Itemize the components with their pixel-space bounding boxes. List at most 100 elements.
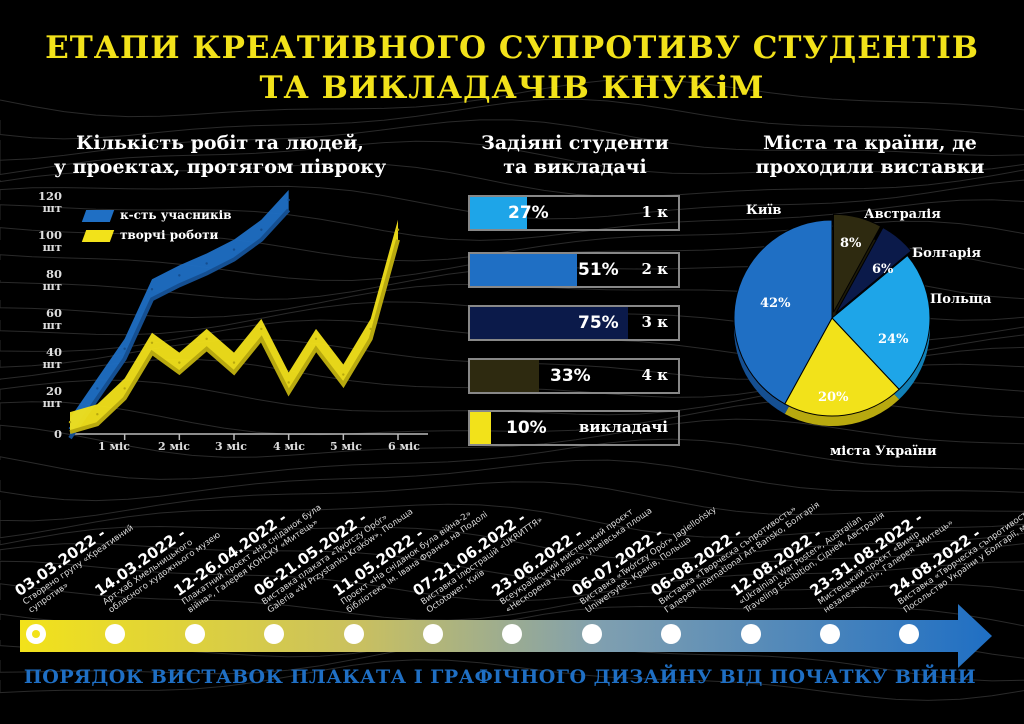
background-wave-line [0, 140, 1024, 176]
data-point [205, 262, 208, 265]
bar [470, 412, 491, 444]
bar-value-label: 27% [508, 203, 549, 223]
y-tick-label: 0 [53, 427, 62, 441]
bar-chart-title-2: та викладачі [503, 156, 647, 178]
background-wave-line [0, 659, 1024, 701]
bar-value-label: 75% [578, 313, 619, 333]
x-tick-label: 6 міс [388, 440, 420, 453]
background-wave-line [0, 481, 1024, 522]
timeline-dot [581, 624, 602, 644]
background-wave-line [0, 560, 1024, 602]
background-wave-line [0, 162, 1024, 198]
timeline-dot [820, 624, 840, 644]
data-point [205, 337, 208, 341]
timeline-dot [26, 624, 46, 644]
pie-slice [832, 213, 882, 313]
pie-chart-plot [733, 213, 931, 427]
x-tick-label: 4 міс [273, 440, 305, 453]
pie-value-label: 42% [760, 296, 791, 311]
y-tick-label: 20 шт [42, 384, 63, 410]
pie-category-label: Польща [930, 292, 992, 307]
pie-value-label: 8% [840, 236, 862, 251]
legend-label-participants: к-сть учасників [120, 208, 232, 222]
line-chart-title-1: Кількість робіт та людей, [76, 132, 364, 154]
bar-chart-title-1: Задіяні студенти [481, 132, 669, 154]
series-line [68, 208, 291, 440]
bar-value-label: 33% [550, 366, 591, 386]
background-wave-line [0, 418, 1024, 458]
data-point [396, 228, 400, 231]
bar [470, 254, 578, 286]
x-tick-label: 2 міс [158, 440, 190, 453]
timeline-dot [740, 624, 761, 644]
bar-category-label: викладачі [578, 418, 668, 436]
background-wave-line [0, 438, 1024, 480]
y-tick-label: 80 шт [42, 267, 63, 293]
timeline-dot [105, 624, 126, 644]
timeline-dot [184, 624, 205, 644]
bar-category-label: 4 к [641, 366, 669, 384]
data-point [68, 420, 72, 424]
pie-slice [733, 219, 833, 405]
bar-category-label: 2 к [641, 260, 669, 278]
timeline-dot [661, 624, 682, 644]
y-tick-label: 100 шт [37, 228, 62, 254]
data-point [287, 381, 290, 384]
timeline-dot [264, 624, 285, 644]
main-title-line2: ТА ВИКЛАДАЧІВ КНУКіМ [259, 70, 765, 106]
bottom-title: ПОРЯДОК ВИСТАВОК ПЛАКАТА І ГРАФІЧНОГО ДИ… [23, 666, 977, 688]
series-ribbon [70, 219, 398, 433]
data-point [178, 274, 181, 277]
bar [470, 360, 540, 392]
data-point [123, 387, 126, 390]
timeline-arrow [20, 604, 992, 668]
y-tick-label: 120 шт [37, 189, 62, 215]
background-wave-line [0, 459, 1024, 502]
pie-slice [831, 254, 931, 391]
series-line [69, 239, 400, 435]
y-tick-label: 40 шт [42, 345, 63, 371]
line-chart-title-2: у проектах, протягом півроку [53, 156, 387, 178]
data-point [260, 327, 263, 331]
legend-swatch-works [81, 230, 115, 242]
x-tick-label: 3 міс [215, 440, 247, 453]
pie-slice [784, 317, 900, 417]
bar-value-label: 51% [578, 260, 619, 280]
pie-value-label: 20% [818, 390, 849, 405]
bar-row: 51% 2 к [468, 252, 680, 288]
pie-chart-title-2: проходили виставки [755, 156, 985, 178]
data-point [314, 337, 318, 341]
bar [470, 307, 628, 339]
data-point [96, 387, 99, 390]
bar [470, 197, 527, 229]
data-point [123, 347, 126, 350]
bar-row: 10% викладачі [468, 410, 680, 446]
data-point [232, 361, 236, 364]
background-wave-line [0, 98, 1024, 140]
bar-row: 33% 4 к [468, 358, 680, 394]
background-wave-line [0, 583, 1024, 621]
line-chart-plot [68, 190, 428, 440]
pie-category-label: Болгарія [912, 246, 981, 261]
timeline-dot [423, 624, 443, 644]
data-point [96, 413, 99, 416]
line-chart: 120 шт 100 шт 80 шт 60 шт 40 шт 20 шт 0 … [28, 190, 448, 460]
pie-value-label: 24% [878, 332, 909, 347]
data-point [369, 327, 372, 331]
data-point [150, 288, 154, 291]
background-wave-line [0, 199, 1024, 241]
x-tick-label: 1 міс [98, 440, 130, 453]
data-point [287, 198, 290, 202]
bar-category-label: 3 к [641, 313, 669, 331]
y-tick-label: 60 шт [42, 306, 63, 332]
background-wave-line [0, 543, 1024, 582]
bar-row: 27% 1 к [468, 195, 680, 231]
data-point [150, 341, 154, 344]
timeline-dot-center [32, 630, 40, 638]
data-point [260, 228, 263, 231]
series-ribbon [70, 190, 289, 439]
main-title-line1: ЕТАПИ КРЕАТИВНОГО СУПРОТИВУ СТУДЕНТІВ [45, 30, 979, 66]
bar-row: 75% 3 к [468, 305, 680, 341]
pie-category-label: Київ [746, 203, 782, 218]
background-wave-line [0, 78, 1024, 118]
